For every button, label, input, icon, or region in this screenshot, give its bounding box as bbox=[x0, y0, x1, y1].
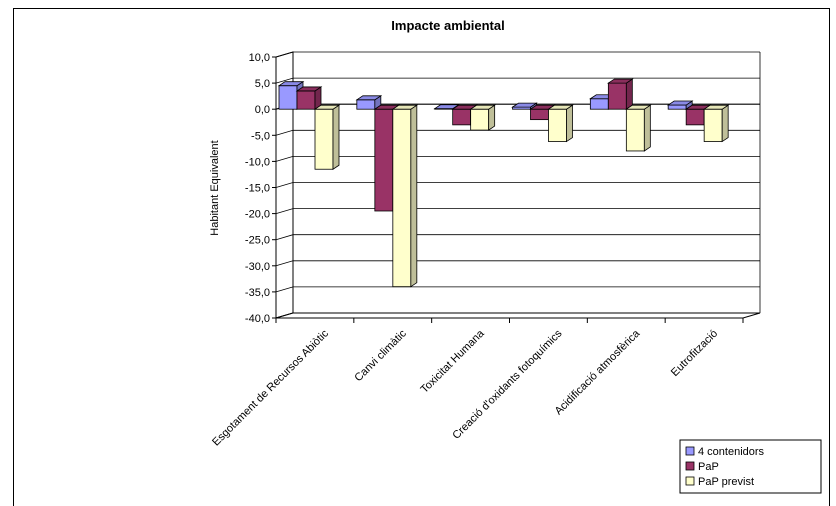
legend-swatch bbox=[685, 446, 695, 456]
y-tick-label: -30,0 bbox=[245, 261, 270, 273]
bar bbox=[433, 103, 460, 110]
bar bbox=[547, 104, 574, 143]
gridline bbox=[275, 286, 760, 293]
gridline bbox=[275, 260, 760, 267]
bar bbox=[469, 104, 496, 131]
category-label: Esgotament de Recursos Abiòtic bbox=[210, 327, 331, 448]
y-axis-label: Habitant Equivalent bbox=[209, 140, 221, 235]
y-tick-label: -35,0 bbox=[245, 287, 270, 299]
chart-frame bbox=[13, 8, 830, 506]
bars bbox=[277, 78, 730, 288]
gridline bbox=[275, 208, 760, 214]
bar bbox=[391, 104, 419, 288]
y-tick-label: 10,0 bbox=[249, 52, 270, 64]
category-label: Toxicitat Humana bbox=[419, 327, 488, 396]
bar bbox=[666, 100, 694, 110]
chart-title: Impacte ambiental bbox=[391, 18, 504, 33]
legend-swatch bbox=[685, 461, 695, 471]
plot-walls bbox=[275, 51, 761, 319]
legend-box bbox=[679, 439, 822, 494]
category-labels: Esgotament de Recursos Abiòtic Canvi clim… bbox=[210, 318, 744, 449]
bar bbox=[511, 102, 538, 110]
bar bbox=[702, 104, 730, 143]
gridline bbox=[275, 77, 760, 84]
bar bbox=[625, 104, 652, 152]
legend-entry: PaP bbox=[698, 461, 719, 473]
bar bbox=[355, 95, 383, 110]
legend-entry: 4 contenidors bbox=[698, 446, 765, 458]
bar bbox=[607, 78, 634, 110]
bar bbox=[295, 86, 323, 110]
gridline bbox=[275, 51, 760, 58]
y-tick-label: -10,0 bbox=[245, 156, 270, 168]
gridline bbox=[275, 182, 760, 188]
y-tick-label: 5,0 bbox=[255, 78, 270, 90]
legend-entry: PaP previst bbox=[698, 476, 754, 488]
legend-swatch bbox=[685, 476, 695, 486]
category-label: Canvi climàtic bbox=[352, 327, 409, 384]
y-tick-label: -5,0 bbox=[251, 130, 270, 142]
bar bbox=[313, 104, 341, 170]
category-label: Eutrofització bbox=[669, 328, 720, 379]
legend: 4 contenidors PaP PaP previst bbox=[679, 439, 822, 494]
gridline bbox=[275, 234, 760, 241]
y-tick-label: -20,0 bbox=[245, 209, 270, 221]
floor bbox=[275, 312, 761, 319]
y-axis-ticks: 10,0 5,0 0,0 -5,0 -10,0 -15,0 -20,0 -25,0 -30,0 -… bbox=[245, 52, 276, 325]
gridline bbox=[275, 155, 760, 162]
gridline bbox=[275, 312, 760, 319]
y-tick-label: -15,0 bbox=[245, 183, 270, 195]
grid-lines bbox=[275, 51, 761, 319]
y-tick-label: 0,0 bbox=[255, 104, 270, 116]
gridline bbox=[275, 129, 760, 136]
y-tick-label: -25,0 bbox=[245, 235, 270, 247]
y-tick-label: -40,0 bbox=[245, 313, 270, 325]
category-label: Acidificació atmosfèrica bbox=[553, 327, 643, 417]
